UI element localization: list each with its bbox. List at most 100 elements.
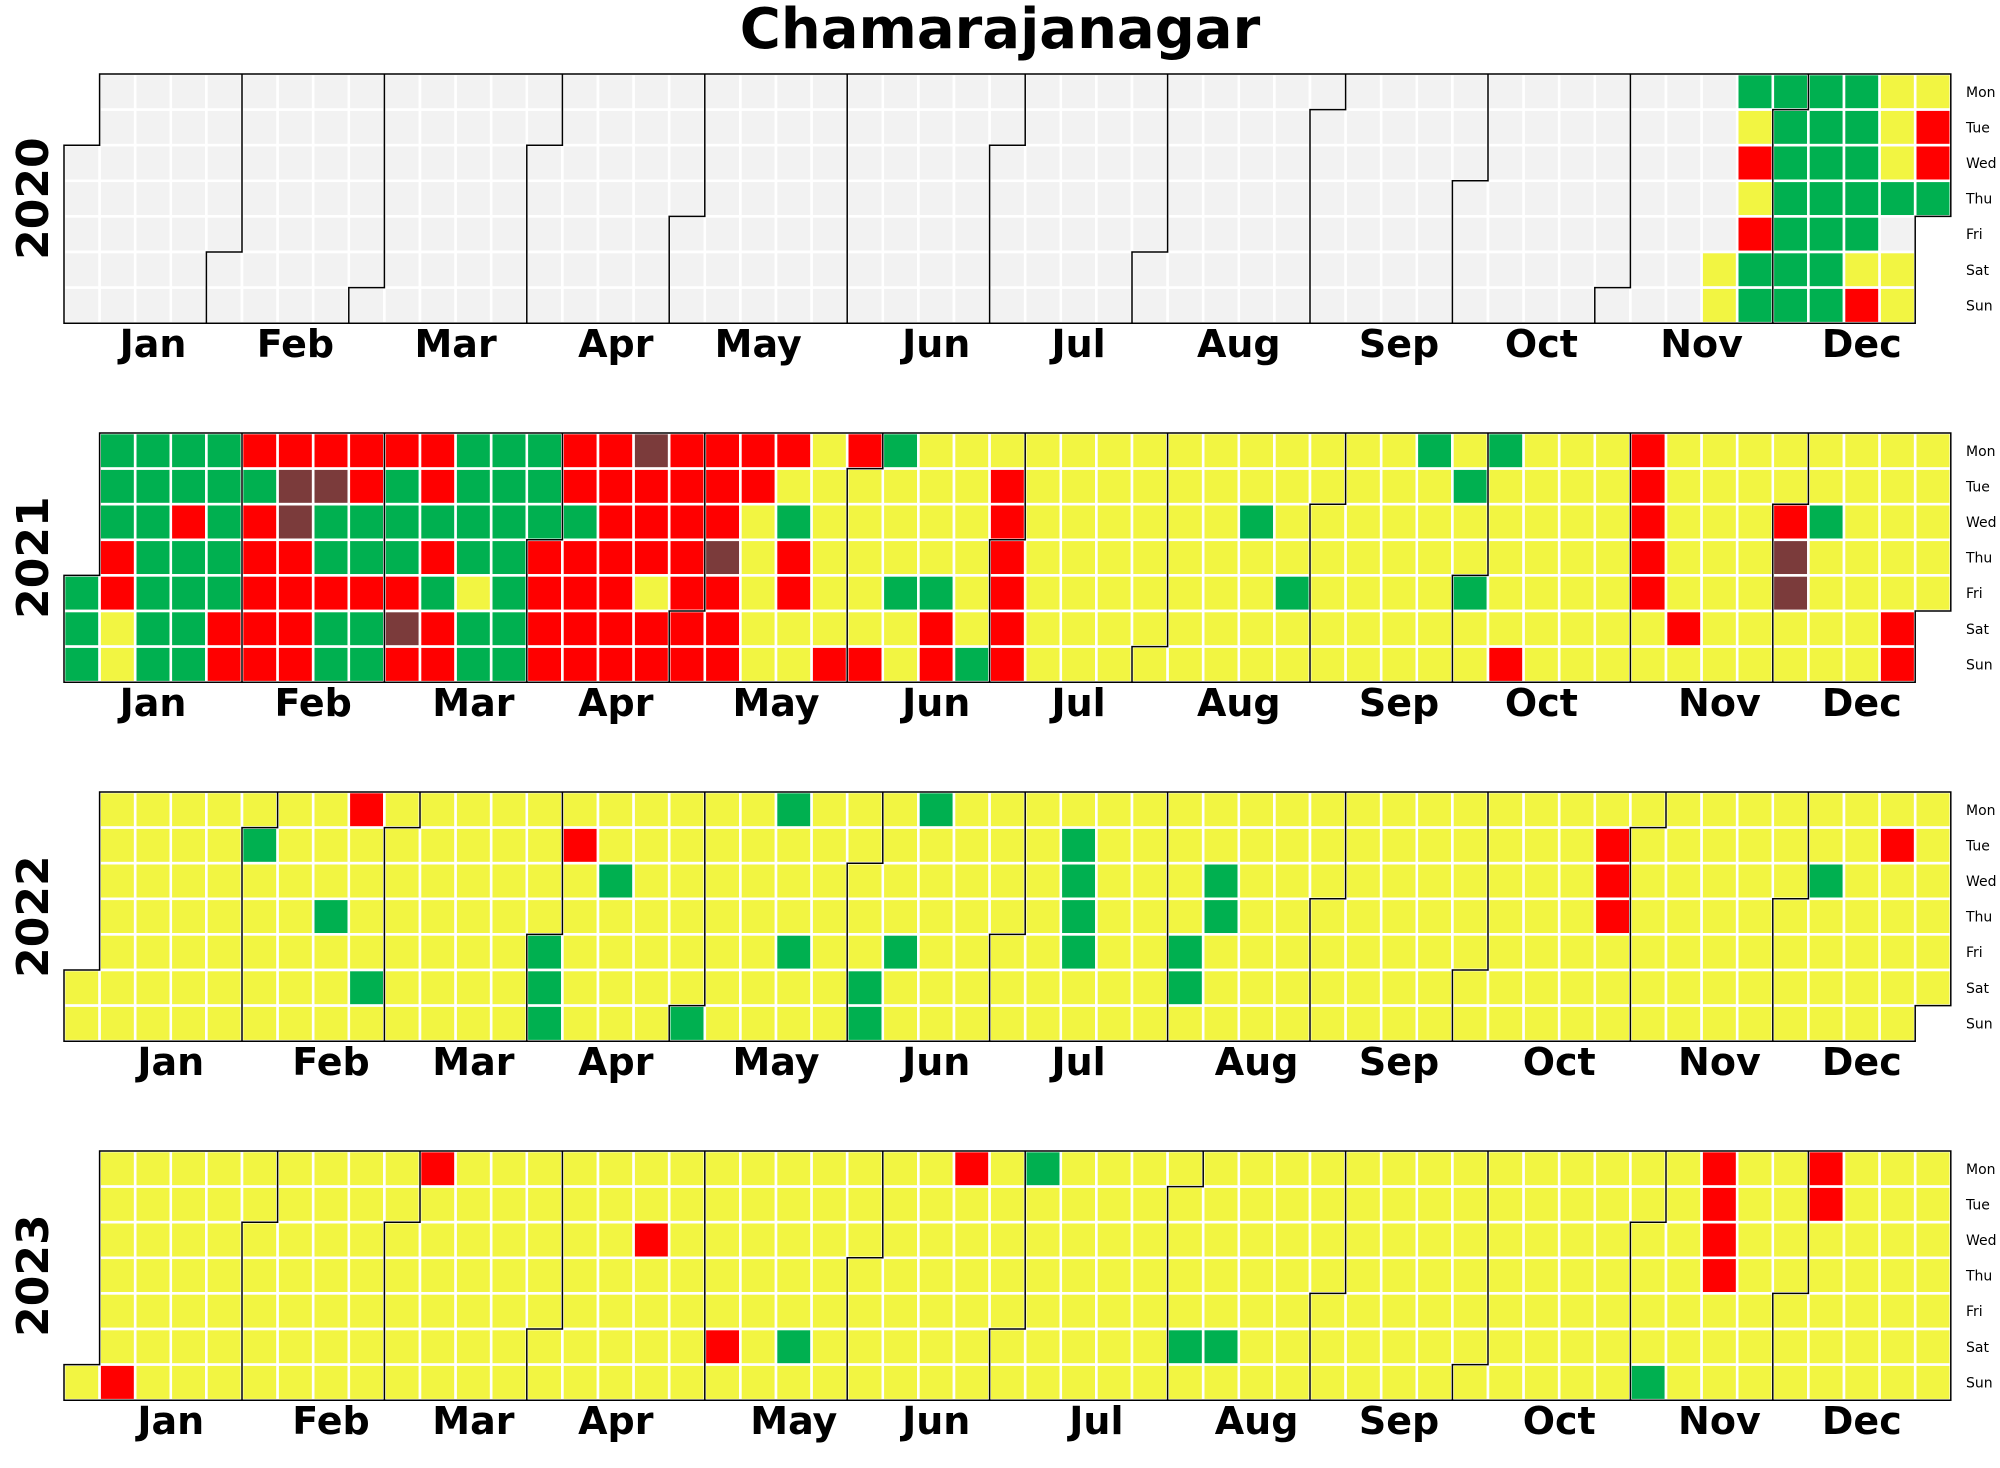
day-cell-2021-11-26: [1735, 574, 1775, 613]
day-cell-2022-02-03: [240, 897, 279, 936]
day-cell-2022-04-09: [561, 968, 600, 1007]
day-cell-2020-05-01: [667, 215, 707, 254]
day-cell-2020-11-06: [1629, 215, 1668, 254]
weekday-label-wed: Wed: [1966, 156, 1997, 172]
day-cell-2023-09-25: [1451, 1149, 1490, 1188]
day-cell-2021-11-07: [1629, 645, 1668, 684]
day-cell-2023-02-04: [240, 1327, 279, 1366]
day-cell-2022-07-01: [988, 933, 1027, 972]
day-cell-2022-12-02: [1771, 933, 1810, 972]
day-cell-2021-09-09: [1344, 538, 1383, 577]
day-cell-2020-08-26: [1273, 143, 1312, 183]
day-cell-2023-06-22: [952, 1256, 991, 1295]
day-cell-2021-09-18: [1379, 609, 1419, 648]
day-cell-2022-03-19: [454, 968, 493, 1007]
day-cell-2022-07-03: [988, 1004, 1027, 1043]
day-cell-2021-12-27: [1913, 431, 1953, 470]
day-cell-2020-04-18: [596, 250, 635, 289]
month-boundary: [526, 74, 564, 324]
day-cell-2022-03-26: [489, 968, 529, 1007]
month-label-nov-2023: Nov: [1678, 1399, 1761, 1443]
day-cell-2022-06-20: [952, 790, 991, 829]
day-cell-2021-04-27: [667, 467, 707, 506]
day-cell-2021-06-28: [988, 431, 1027, 470]
day-cell-2020-03-12: [418, 179, 457, 218]
day-cell-2023-03-16: [454, 1256, 493, 1295]
day-cell-2021-05-02: [667, 645, 707, 684]
day-cell-2021-04-26: [667, 431, 707, 470]
day-cell-2022-11-02: [1629, 861, 1668, 901]
day-cell-2022-04-01: [525, 933, 564, 972]
day-cell-2022-05-21: [774, 968, 813, 1007]
day-cell-2021-06-21: [952, 431, 991, 470]
day-cell-2022-12-24: [1878, 968, 1917, 1007]
day-cell-2020-10-20: [1557, 108, 1597, 147]
day-cell-2021-02-28: [347, 645, 386, 684]
month-label-may-2022: May: [732, 1040, 819, 1084]
day-cell-2020-02-04: [240, 108, 279, 147]
day-cell-2022-07-28: [1130, 897, 1169, 936]
day-cell-2023-09-10: [1344, 1363, 1383, 1402]
day-cell-2021-04-09: [561, 574, 600, 613]
day-cell-2021-03-21: [454, 645, 493, 684]
day-cell-2022-03-09: [418, 861, 457, 901]
day-cell-2021-12-11: [1807, 609, 1846, 648]
day-cell-2022-04-18: [632, 790, 671, 829]
day-cell-2021-11-11: [1664, 538, 1703, 577]
day-cell-2022-05-24: [810, 826, 849, 865]
day-cell-2020-06-11: [881, 179, 920, 218]
month-label-jul-2021: Jul: [1048, 681, 1105, 725]
day-cell-2020-03-16: [454, 72, 493, 111]
day-cell-2022-08-29: [1308, 790, 1347, 829]
day-cell-2023-07-07: [1023, 1292, 1063, 1331]
day-cell-2020-03-30: [525, 72, 564, 111]
day-cell-2023-04-26: [667, 1220, 707, 1260]
day-cell-2021-07-22: [1095, 538, 1134, 577]
weekday-label-wed: Wed: [1966, 874, 1997, 890]
day-cell-2020-05-31: [810, 286, 849, 325]
day-cell-2021-03-24: [489, 502, 529, 542]
day-cell-2020-03-14: [418, 250, 457, 289]
day-cell-2021-08-10: [1201, 467, 1241, 506]
day-cell-2020-07-11: [1023, 250, 1063, 289]
day-cell-2021-09-07: [1344, 467, 1383, 506]
day-cell-2020-11-24: [1735, 108, 1775, 147]
month-boundary: [348, 74, 386, 324]
day-cell-2020-01-22: [169, 143, 208, 183]
day-cell-2022-08-20: [1237, 968, 1276, 1007]
day-cell-2021-12-19: [1842, 645, 1881, 684]
month-boundary: [526, 433, 564, 683]
day-cell-2021-04-01: [525, 538, 564, 577]
year-outline: [63, 432, 1952, 683]
month-boundary: [1131, 74, 1169, 324]
day-cell-2023-02-13: [311, 1149, 351, 1188]
day-cell-2020-12-03: [1771, 179, 1810, 218]
day-cell-2022-05-07: [703, 968, 742, 1007]
day-cell-2022-02-27: [347, 1004, 386, 1043]
day-cell-2022-12-28: [1913, 861, 1953, 901]
day-cell-2020-09-02: [1308, 143, 1347, 183]
day-cell-2021-11-12: [1664, 574, 1703, 613]
day-cell-2021-02-22: [347, 431, 386, 470]
day-cell-2023-04-22: [632, 1327, 671, 1366]
month-boundary: [205, 74, 243, 324]
day-cell-2022-02-28: [383, 790, 422, 829]
day-cell-2022-08-02: [1166, 826, 1205, 865]
day-cell-2022-12-03: [1771, 968, 1810, 1007]
day-cell-2021-09-25: [1415, 609, 1454, 648]
day-cell-2020-02-25: [347, 108, 386, 147]
day-cell-2023-07-31: [1166, 1149, 1205, 1188]
month-boundary: [1629, 1151, 1667, 1401]
day-cell-2021-12-15: [1842, 502, 1881, 542]
day-cell-2021-01-16: [133, 609, 173, 648]
day-cell-2022-06-23: [952, 897, 991, 936]
day-cell-2022-11-06: [1629, 1004, 1668, 1043]
day-cell-2023-01-17: [169, 1185, 208, 1224]
day-cell-2020-07-10: [1023, 215, 1063, 254]
day-cell-2020-01-26: [169, 286, 208, 325]
day-cell-2022-12-18: [1842, 1004, 1881, 1043]
day-cell-2023-01-11: [133, 1220, 173, 1260]
day-cell-2023-03-04: [383, 1327, 422, 1366]
day-cell-2022-11-19: [1700, 968, 1739, 1007]
day-cell-2020-09-11: [1344, 215, 1383, 254]
